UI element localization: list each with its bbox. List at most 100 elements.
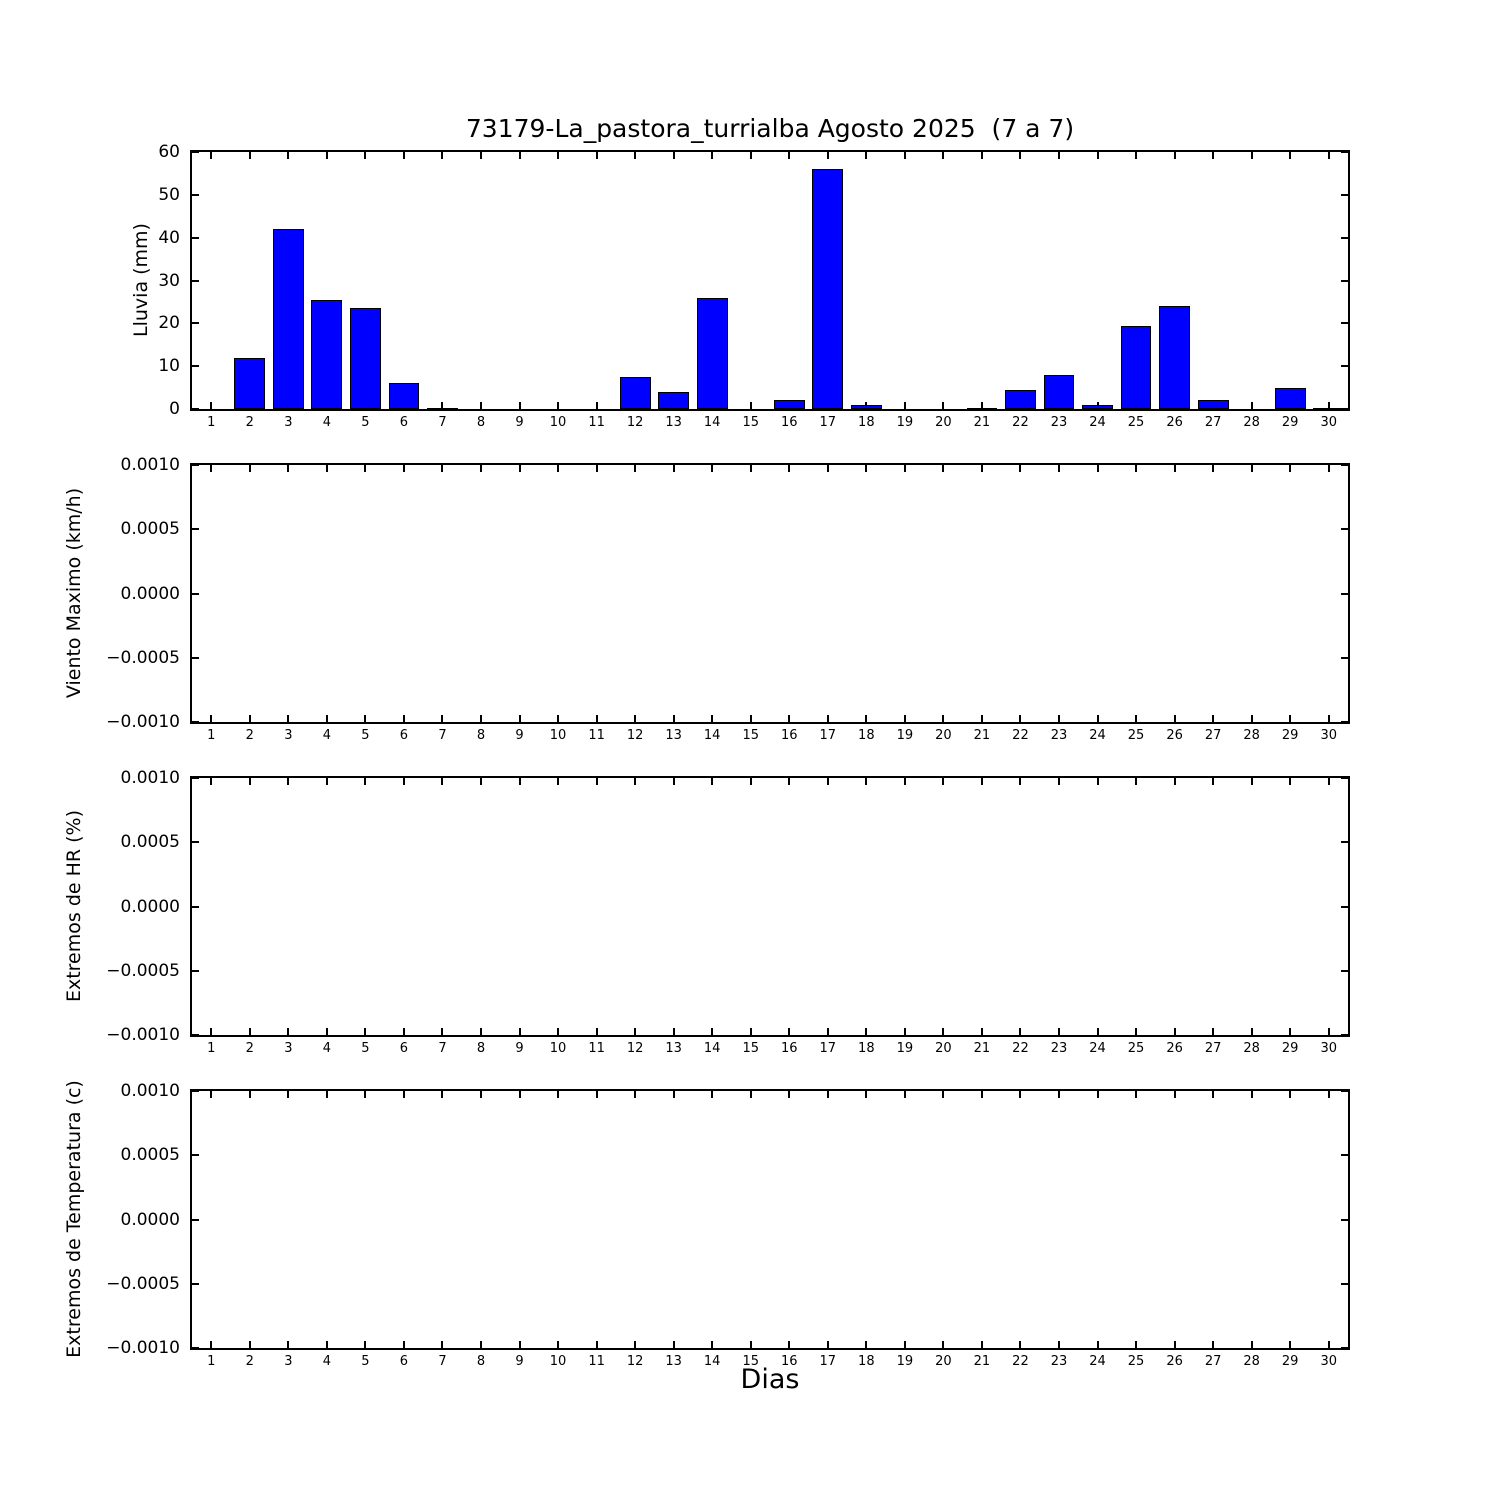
- x-tick-label: 11: [588, 415, 605, 430]
- bar: [619, 376, 651, 409]
- x-tick-label: 21: [973, 1354, 991, 1369]
- bar: [349, 308, 381, 409]
- x-tick-mark: [248, 778, 251, 785]
- x-tick-mark: [903, 715, 906, 722]
- x-tick-mark: [1327, 1341, 1330, 1348]
- x-tick-label: 18: [858, 415, 875, 430]
- x-tick-mark: [1135, 1028, 1138, 1035]
- x-tick-mark: [248, 1028, 251, 1035]
- x-tick-mark: [518, 1028, 521, 1035]
- x-tick-label: 5: [361, 415, 370, 430]
- x-tick-mark: [1212, 778, 1215, 785]
- x-tick-mark: [903, 1028, 906, 1035]
- x-tick-label: 30: [1320, 415, 1337, 430]
- x-tick-label: 6: [399, 728, 409, 743]
- y-tick-label: 0.0005: [120, 832, 180, 853]
- x-tick-mark: [557, 1028, 560, 1035]
- x-tick-label: 14: [703, 1354, 721, 1369]
- x-tick-mark: [595, 1341, 598, 1348]
- bar: [388, 383, 420, 409]
- x-tick-mark: [441, 715, 444, 722]
- x-tick-mark: [1250, 465, 1253, 472]
- x-tick-label: 29: [1281, 415, 1299, 430]
- x-tick-mark: [364, 1341, 367, 1348]
- x-tick-mark: [1289, 152, 1292, 159]
- ylabel-extremos-hr: Extremos de HR (%): [63, 809, 85, 1003]
- x-tick-mark: [480, 1091, 482, 1098]
- x-tick-mark: [480, 152, 482, 159]
- x-tick-mark: [711, 465, 714, 472]
- x-tick-mark: [634, 1028, 637, 1035]
- x-tick-mark: [595, 715, 598, 722]
- x-tick-label: 3: [284, 728, 293, 743]
- x-tick-mark: [480, 402, 482, 409]
- y-tick-label: 0: [169, 399, 180, 419]
- y-tick-mark: [192, 365, 199, 368]
- x-tick-mark: [1289, 1028, 1292, 1035]
- x-tick-mark: [1173, 1091, 1176, 1098]
- x-tick-label: 19: [896, 728, 914, 743]
- y-tick-mark: [192, 151, 199, 153]
- x-tick-label: 18: [858, 1354, 875, 1369]
- x-tick-mark: [518, 778, 521, 785]
- x-tick-mark: [1135, 152, 1138, 159]
- y-tick-mark: [1341, 464, 1348, 466]
- y-tick-mark: [192, 528, 199, 531]
- x-tick-mark: [634, 465, 637, 472]
- x-tick-label: 13: [665, 1041, 682, 1056]
- x-tick-mark: [865, 778, 868, 785]
- x-tick-mark: [1212, 1341, 1215, 1348]
- y-tick-label: 0.0000: [120, 896, 180, 917]
- x-tick-label: 4: [322, 1041, 331, 1056]
- x-tick-mark: [865, 715, 868, 722]
- x-tick-mark: [942, 1341, 945, 1348]
- x-tick-mark: [210, 1341, 213, 1348]
- x-tick-label: 9: [515, 1354, 524, 1369]
- x-tick-label: 7: [438, 1354, 447, 1369]
- x-tick-label: 16: [780, 415, 798, 430]
- x-tick-mark: [865, 465, 868, 472]
- x-tick-mark: [287, 152, 290, 159]
- y-tick-label: 0.0010: [120, 768, 180, 788]
- x-tick-label: 19: [896, 1354, 914, 1369]
- x-tick-label: 7: [438, 728, 447, 743]
- x-tick-mark: [1096, 465, 1099, 472]
- x-tick-mark: [441, 402, 444, 409]
- subplot-extremos-temperatura: 1 2 3 4 5 6 7 8 9 10 11 12 13 14 15 16 17 18 19 20 21 22 23 24 2…: [106, 1081, 1350, 1369]
- x-tick-mark: [1250, 1091, 1253, 1098]
- y-tick-mark: [1341, 322, 1348, 325]
- x-tick-mark: [672, 715, 675, 722]
- x-tick-mark: [557, 1091, 560, 1098]
- y-tick-mark: [192, 279, 199, 282]
- x-tick-mark: [1019, 715, 1022, 722]
- y-tick-mark: [192, 408, 199, 410]
- x-tick-label: 30: [1320, 728, 1337, 743]
- y-tick-mark: [1341, 236, 1348, 239]
- x-tick-label: 22: [1012, 1354, 1029, 1369]
- bar: [1313, 407, 1345, 410]
- x-tick-mark: [1173, 1341, 1176, 1348]
- bar: [1120, 326, 1152, 409]
- x-tick-label: 12: [626, 728, 644, 743]
- x-tick-mark: [1250, 715, 1253, 722]
- y-tick-label: −0.0010: [106, 1025, 180, 1045]
- x-tick-mark: [980, 1091, 983, 1098]
- x-tick-label: 26: [1166, 1041, 1183, 1056]
- x-tick-label: 2: [245, 415, 254, 430]
- x-tick-mark: [1135, 465, 1138, 472]
- x-tick-mark: [1135, 1091, 1138, 1098]
- x-tick-mark: [749, 402, 752, 409]
- x-tick-mark: [248, 715, 251, 722]
- x-tick-label: 28: [1243, 1354, 1260, 1369]
- x-tick-label: 23: [1050, 1041, 1068, 1056]
- x-tick-mark: [903, 1341, 906, 1348]
- x-tick-label: 25: [1127, 415, 1145, 430]
- x-tick-label: 8: [476, 728, 486, 743]
- x-tick-mark: [826, 465, 829, 472]
- x-tick-mark: [672, 1091, 675, 1098]
- x-tick-label: 11: [588, 1041, 605, 1056]
- y-tick-mark: [1341, 1154, 1348, 1157]
- x-tick-label: 10: [549, 728, 567, 743]
- x-tick-mark: [980, 465, 983, 472]
- x-tick-mark: [248, 465, 251, 472]
